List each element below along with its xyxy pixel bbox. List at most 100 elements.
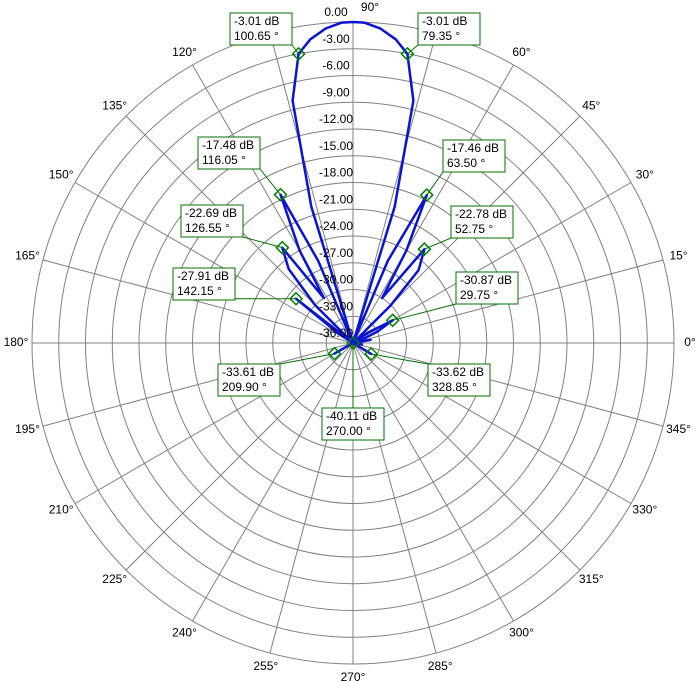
marker-leader xyxy=(259,168,281,195)
marker-value-label: -22.78 dB xyxy=(455,207,507,221)
marker-box xyxy=(172,267,236,301)
marker-box xyxy=(229,12,293,46)
grid-spoke xyxy=(74,342,354,504)
grid-spoke xyxy=(352,32,437,344)
marker-box xyxy=(427,363,491,397)
marker-angle-label: 29.75 ° xyxy=(460,288,498,302)
grid-spoke xyxy=(192,64,354,344)
marker-box xyxy=(450,205,514,239)
grid-spoke xyxy=(352,342,437,654)
grid-spoke xyxy=(352,342,514,622)
r-tick-label: 0.00 xyxy=(324,5,348,19)
plot xyxy=(279,20,429,356)
marker-angle-label: 63.50 ° xyxy=(447,156,485,170)
marker xyxy=(417,242,432,257)
r-tick-label: -9.00 xyxy=(322,85,350,99)
r-tick-label: -21.00 xyxy=(319,192,353,206)
marker-value-label: -33.61 dB xyxy=(222,365,274,379)
marker-value-label: -3.01 dB xyxy=(422,14,467,28)
angle-tick-label: 180° xyxy=(4,335,29,349)
marker-value-label: -22.69 dB xyxy=(185,206,237,220)
angle-tick-label: 225° xyxy=(102,572,127,586)
r-tick-label: -12.00 xyxy=(319,112,353,126)
marker-angle-label: 142.15 ° xyxy=(177,284,222,298)
marker-box xyxy=(455,271,519,305)
marker-value-label: -40.11 dB xyxy=(326,409,377,423)
marker-value-label: -27.91 dB xyxy=(177,269,229,283)
marker-leader xyxy=(371,353,429,365)
marker-leader xyxy=(407,44,419,55)
marker-angle-label: 79.35 ° xyxy=(422,29,460,43)
marker xyxy=(327,346,342,361)
marker-angle-label: 52.75 ° xyxy=(455,222,493,236)
marker-box xyxy=(442,139,506,173)
angle-tick-label: 15° xyxy=(669,248,687,262)
grid-spoke xyxy=(352,64,514,344)
angle-tick-label: 285° xyxy=(428,659,453,673)
marker xyxy=(291,46,306,61)
marker-box xyxy=(217,363,281,397)
grid-spoke xyxy=(352,342,581,571)
grid-spoke xyxy=(352,182,632,344)
angle-tick-label: 210° xyxy=(49,503,74,517)
grid-spoke xyxy=(42,342,354,427)
marker-angle-label: 209.90 ° xyxy=(222,380,267,394)
pattern-line xyxy=(279,20,429,356)
marker-value-label: -33.62 dB xyxy=(432,365,484,379)
marker-leader xyxy=(291,44,300,55)
angle-tick-label: 150° xyxy=(49,168,74,182)
r-tick-label: -36.00 xyxy=(319,326,353,340)
r-tick-label: -24.00 xyxy=(319,219,353,233)
marker-angle-label: 116.05 ° xyxy=(202,153,246,167)
marker-value-label: -17.48 dB xyxy=(202,138,254,152)
marker-box xyxy=(197,136,261,170)
labels: 0.00 -3.00 -6.00 -9.00 -12.00 -15.00 -18.00 -21… xyxy=(4,0,696,682)
grid-spoke xyxy=(192,342,354,622)
marker-angle-label: 328.85 ° xyxy=(432,380,477,394)
marker xyxy=(288,291,304,306)
marker-box xyxy=(180,204,244,238)
angle-tick-label: 240° xyxy=(172,625,197,639)
angle-tick-label: 0° xyxy=(684,335,696,349)
r-tick-label: -27.00 xyxy=(319,246,353,260)
r-tick-label: -30.00 xyxy=(319,273,353,287)
marker-value-label: -17.46 dB xyxy=(447,141,499,155)
angle-tick-label: 330° xyxy=(632,503,657,517)
angle-tick-label: 165° xyxy=(15,248,40,262)
angle-tick-label: 30° xyxy=(636,168,654,182)
angle-tick-label: 90° xyxy=(361,0,379,14)
marker xyxy=(419,187,434,203)
marker-value-label: -30.87 dB xyxy=(460,273,512,287)
grid-spoke xyxy=(269,342,354,654)
marker xyxy=(385,313,400,328)
angle-tick-label: 60° xyxy=(512,45,530,59)
marker-box xyxy=(321,407,385,441)
angle-tick-label: 120° xyxy=(172,45,197,59)
marker xyxy=(400,46,415,61)
angle-tick-label: 270° xyxy=(341,670,366,682)
marker-box xyxy=(417,12,481,46)
marker xyxy=(275,240,290,255)
r-tick-label: -15.00 xyxy=(319,139,353,153)
r-tick-label: -3.00 xyxy=(322,32,350,46)
marker-angle-label: 270.00 ° xyxy=(326,424,371,438)
marker-leader xyxy=(242,236,283,249)
angle-tick-label: 300° xyxy=(509,625,534,639)
r-tick-label: -18.00 xyxy=(319,166,353,180)
grid-spoke xyxy=(74,182,354,344)
angle-tick-label: 345° xyxy=(666,422,691,436)
angle-tick-label: 315° xyxy=(579,572,604,586)
grid-spoke xyxy=(352,342,632,504)
r-tick-label: -33.00 xyxy=(319,299,353,313)
grid-spoke xyxy=(125,342,354,571)
grid-spoke xyxy=(269,32,354,344)
angle-tick-label: 255° xyxy=(253,659,278,673)
marker-leader xyxy=(392,303,457,321)
marker xyxy=(364,346,379,362)
marker xyxy=(273,187,288,202)
marker-value-label: -3.01 dB xyxy=(234,14,279,28)
angle-tick-label: 135° xyxy=(102,98,127,112)
marker-angle-label: 100.65 ° xyxy=(234,29,279,43)
r-tick-label: -6.00 xyxy=(322,59,350,73)
